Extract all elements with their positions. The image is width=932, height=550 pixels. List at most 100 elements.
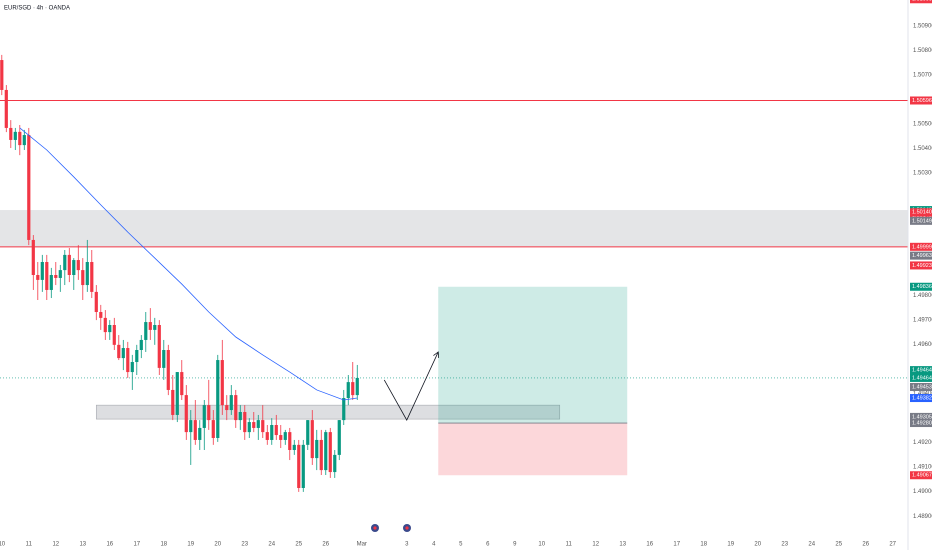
x-tick-label: 26: [862, 542, 869, 548]
candle-body: [135, 350, 139, 363]
candle-body: [189, 420, 193, 433]
x-tick-label: Mar: [357, 542, 367, 548]
price-tag-label: 1.49963: [912, 253, 932, 259]
candle-body: [310, 420, 314, 459]
candle-body: [162, 350, 166, 368]
candle-body: [175, 372, 179, 415]
x-tick-label: 10: [0, 542, 6, 548]
price-tag-label: 1.49464: [912, 368, 932, 374]
x-tick-label: 3: [405, 542, 409, 548]
price-tag-label: 1.50140: [912, 210, 932, 216]
price-tag-label: 1.49836: [912, 284, 932, 290]
y-tick-label: 1.50900: [913, 24, 932, 30]
candle-body: [54, 275, 58, 278]
price-tag-label: 1.50149: [912, 218, 932, 224]
x-tick-label: 16: [106, 542, 113, 548]
candle-body: [22, 135, 26, 146]
zone: [0, 210, 908, 247]
x-tick-label: 27: [889, 542, 896, 548]
candle-body: [225, 405, 229, 411]
candle-body: [270, 425, 274, 440]
candle-body: [292, 444, 296, 450]
y-tick-label: 1.50500: [913, 122, 932, 128]
loss-zone: [438, 423, 628, 476]
price-tag: [910, 261, 932, 270]
x-tick-label: 13: [79, 542, 86, 548]
x-tick-label: 10: [538, 542, 545, 548]
candle-body: [324, 432, 328, 471]
x-tick-label: 16: [646, 542, 653, 548]
candle-body: [342, 398, 346, 421]
candle-body: [144, 322, 148, 340]
x-tick-label: 18: [700, 542, 707, 548]
arrow-head: [433, 351, 440, 358]
candle-body: [274, 425, 278, 436]
candle-body: [315, 439, 319, 459]
candle-body: [319, 439, 323, 471]
candle-body: [130, 362, 134, 373]
candle-body: [157, 325, 161, 368]
candle-body: [202, 405, 206, 428]
price-tag-label: 1.51009: [912, 0, 932, 3]
x-tick-label: 12: [52, 542, 59, 548]
price-tag: [910, 242, 932, 251]
candle-body: [18, 131, 22, 146]
candle-body: [153, 325, 157, 330]
y-tick-label: 1.49200: [913, 440, 932, 446]
y-tick-label: 1.50400: [913, 146, 932, 152]
x-tick-label: 20: [214, 542, 221, 548]
price-tag: [910, 419, 932, 428]
candle-body: [99, 312, 103, 318]
price-tag-label: 1.50596: [912, 98, 932, 104]
x-tick-label: 19: [727, 542, 734, 548]
candle-body: [67, 254, 71, 275]
candle-body: [76, 260, 80, 271]
candle-body: [211, 420, 215, 438]
x-tick-label: 4: [432, 542, 436, 548]
x-tick-label: 5: [459, 542, 463, 548]
candle-body: [40, 262, 44, 280]
candle-body: [198, 427, 202, 440]
candle-body: [193, 420, 197, 440]
candle-body: [355, 377, 359, 396]
x-tick-label: 11: [566, 542, 573, 548]
candle-body: [346, 382, 350, 399]
x-tick-label: 6: [486, 542, 490, 548]
price-tag: [910, 471, 932, 480]
candle-body: [337, 420, 341, 455]
price-tag: [910, 373, 932, 382]
candle-body: [45, 262, 49, 290]
candle-body: [117, 344, 121, 359]
x-tick-label: 12: [592, 542, 599, 548]
candle-body: [90, 262, 94, 292]
y-tick-label: 1.50800: [913, 48, 932, 54]
price-tag-label: 1.49280: [912, 420, 932, 426]
x-tick-label: 11: [26, 542, 33, 548]
candle-body: [301, 444, 305, 488]
x-tick-label: 24: [268, 542, 275, 548]
price-tag: [910, 208, 932, 217]
candle-body: [288, 432, 292, 450]
price-tag: [910, 282, 932, 291]
price-tag-label: 1.49067: [912, 473, 932, 479]
candle-body: [148, 322, 152, 330]
candle-body: [72, 260, 76, 275]
price-tag: [910, 251, 932, 260]
y-tick-label: 1.49800: [913, 293, 932, 299]
candle-body: [279, 435, 283, 440]
candle-body: [333, 454, 337, 473]
candle-body: [121, 348, 125, 359]
candle-body: [94, 291, 98, 313]
candle-body: [261, 420, 265, 433]
candle-body: [229, 395, 233, 411]
x-tick-label: 9: [513, 542, 517, 548]
candle-body: [256, 420, 260, 428]
price-tag: [910, 383, 932, 392]
event-icon-dot: [373, 526, 377, 530]
x-tick-label: 23: [241, 542, 248, 548]
x-tick-label: 17: [133, 542, 140, 548]
price-tag-label: 1.49999: [912, 244, 932, 250]
range-box: [95, 404, 561, 420]
price-tag-label: 1.49923: [912, 263, 932, 269]
